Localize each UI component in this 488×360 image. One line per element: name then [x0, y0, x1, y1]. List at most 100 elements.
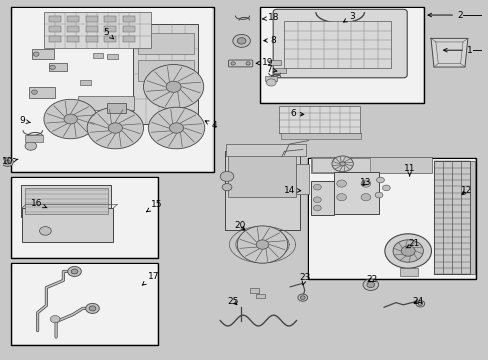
Text: 16: 16 [31, 199, 47, 208]
Circle shape [49, 65, 55, 69]
Circle shape [366, 282, 374, 288]
Text: 15: 15 [146, 200, 163, 212]
Bar [78, 96, 134, 110]
Circle shape [25, 141, 37, 150]
Circle shape [33, 52, 39, 56]
Bar [24, 188, 108, 214]
Bar [122, 16, 135, 22]
FancyBboxPatch shape [228, 60, 252, 67]
Circle shape [148, 107, 204, 149]
Circle shape [44, 99, 97, 139]
FancyBboxPatch shape [273, 9, 407, 78]
Bar [138, 33, 193, 54]
Circle shape [1, 158, 13, 166]
Bar [333, 172, 378, 215]
Bar [13, 178, 156, 257]
Circle shape [362, 279, 378, 291]
Bar [67, 16, 79, 22]
Circle shape [50, 316, 60, 323]
Bar [261, 8, 422, 102]
Bar [107, 103, 125, 113]
Text: 23: 23 [299, 273, 310, 285]
Circle shape [220, 171, 233, 181]
Text: 24: 24 [412, 297, 423, 306]
Bar [92, 53, 103, 58]
Bar [29, 87, 55, 98]
Bar [13, 8, 212, 171]
Bar [49, 16, 61, 22]
Circle shape [339, 162, 345, 166]
Circle shape [64, 114, 77, 124]
Text: 20: 20 [233, 221, 245, 230]
Circle shape [266, 79, 276, 86]
Text: 9: 9 [19, 116, 30, 125]
Circle shape [245, 62, 250, 65]
Bar [256, 294, 264, 298]
Bar [310, 157, 431, 173]
Text: 18: 18 [262, 13, 279, 22]
Circle shape [313, 205, 321, 211]
Bar [11, 7, 213, 172]
Bar [32, 49, 54, 59]
Bar [22, 208, 113, 242]
Circle shape [360, 194, 370, 201]
Bar [104, 36, 116, 42]
Text: 11: 11 [403, 164, 414, 176]
Circle shape [256, 240, 268, 249]
Circle shape [392, 240, 423, 262]
Bar [49, 63, 67, 71]
Bar [104, 26, 116, 32]
Circle shape [382, 185, 389, 191]
Bar [264, 76, 277, 81]
Bar [281, 133, 360, 139]
Circle shape [376, 177, 384, 183]
Circle shape [166, 81, 181, 92]
Bar [295, 164, 308, 194]
Bar [399, 268, 418, 276]
Text: 21: 21 [405, 239, 419, 248]
Bar [13, 264, 156, 344]
Bar [273, 68, 285, 73]
Circle shape [89, 306, 96, 311]
Bar [225, 144, 305, 156]
Text: 17: 17 [142, 271, 159, 285]
Circle shape [232, 35, 250, 47]
Circle shape [331, 156, 352, 172]
Text: 5: 5 [103, 28, 113, 39]
Circle shape [40, 226, 51, 235]
Circle shape [71, 269, 78, 274]
Bar [133, 24, 198, 125]
Circle shape [313, 184, 321, 190]
Bar [122, 36, 135, 42]
Bar [107, 54, 118, 59]
Circle shape [374, 192, 382, 198]
Bar [224, 151, 300, 230]
Bar [138, 60, 193, 81]
Bar [122, 26, 135, 32]
Bar [228, 154, 296, 197]
Bar [268, 60, 281, 65]
Bar [250, 288, 259, 293]
Circle shape [108, 123, 122, 133]
Bar [307, 158, 475, 279]
Text: 6: 6 [289, 109, 303, 118]
Text: 25: 25 [227, 297, 239, 306]
Circle shape [143, 64, 203, 109]
Text: 13: 13 [360, 178, 371, 187]
Circle shape [85, 303, 99, 314]
Bar [433, 161, 469, 274]
Text: 10: 10 [2, 157, 18, 166]
Bar [67, 36, 79, 42]
Text: 4: 4 [204, 121, 216, 130]
Circle shape [169, 123, 183, 133]
Bar [44, 12, 150, 48]
Circle shape [415, 301, 424, 307]
Bar [260, 7, 423, 103]
Circle shape [336, 180, 346, 187]
Bar [104, 16, 116, 22]
Bar [49, 26, 61, 32]
Text: 3: 3 [343, 12, 354, 22]
Circle shape [384, 234, 430, 268]
Text: 12: 12 [460, 186, 471, 195]
Text: 1: 1 [443, 46, 472, 55]
